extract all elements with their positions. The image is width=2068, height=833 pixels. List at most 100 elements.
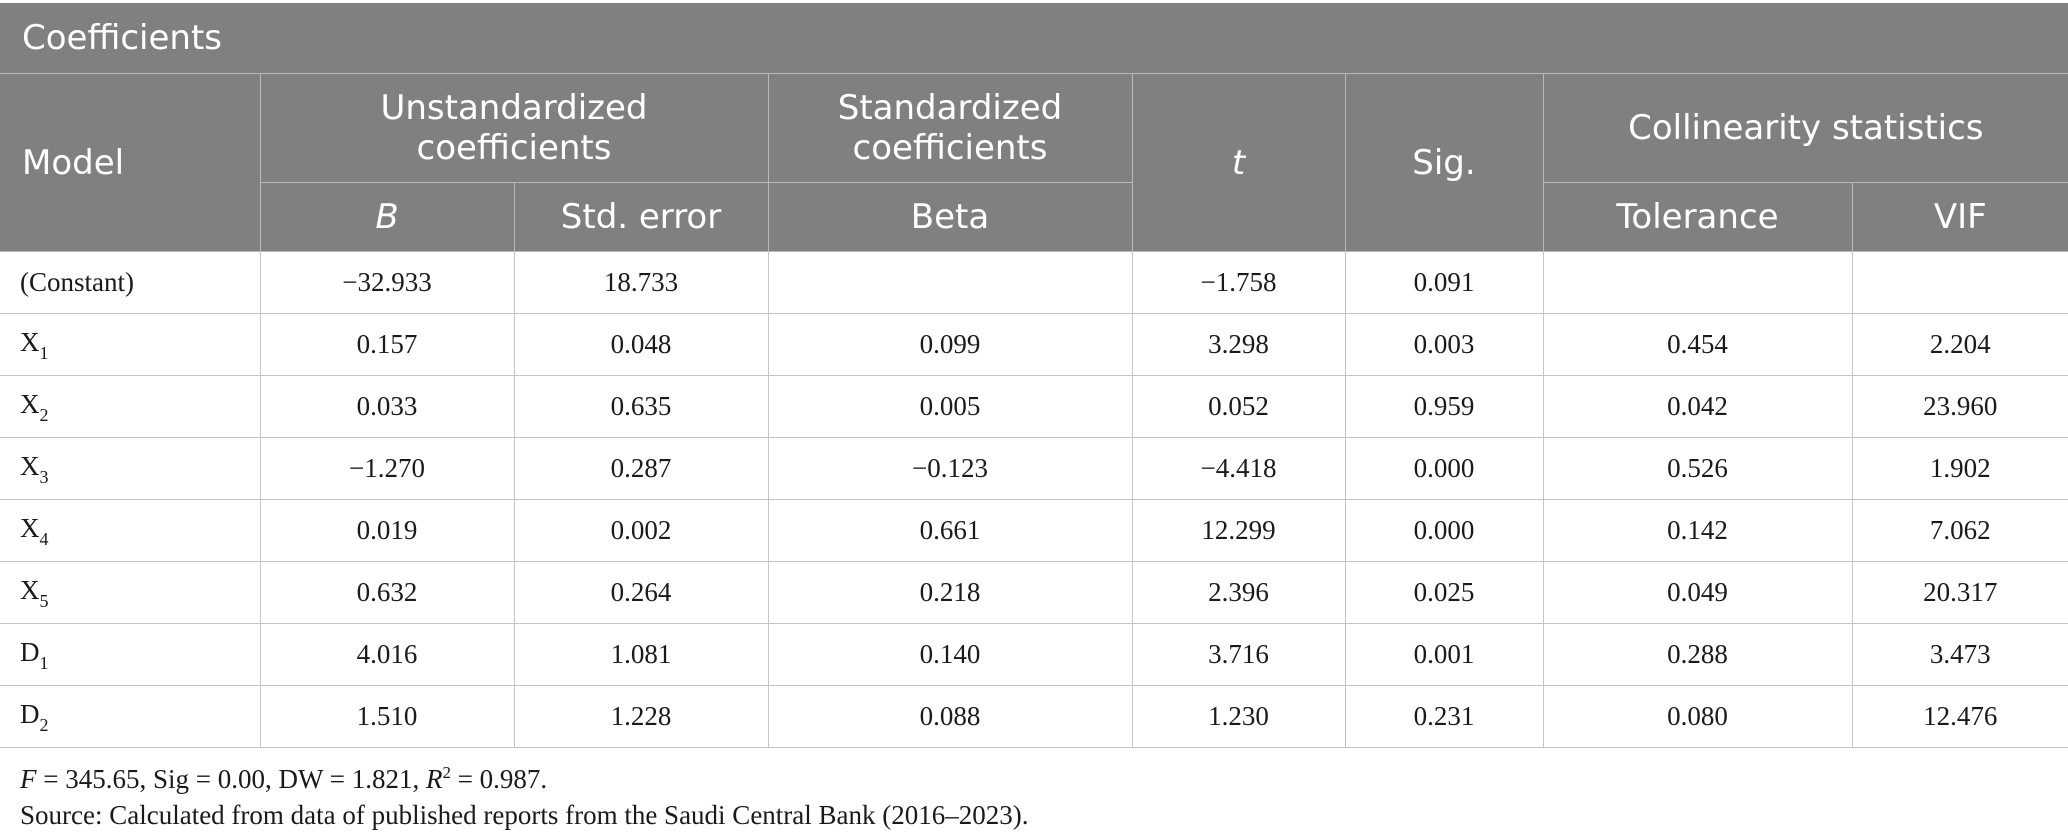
vif-cell: 1.902 xyxy=(1851,437,2068,500)
table-row: X2 0.033 0.635 0.005 0.052 0.959 0.042 23.960 xyxy=(0,375,2068,438)
r-power: 2 xyxy=(442,763,451,782)
tolerance-cell: 0.454 xyxy=(1542,313,1852,376)
b-cell: 1.510 xyxy=(259,685,514,748)
std-error-cell: 0.287 xyxy=(513,437,768,500)
b-cell: 0.019 xyxy=(259,499,514,562)
row-label-subscript: 1 xyxy=(39,653,49,674)
t-cell: 1.230 xyxy=(1131,685,1345,748)
table-row: D2 1.510 1.228 0.088 1.230 0.231 0.080 12.476 xyxy=(0,685,2068,748)
row-label-text: X xyxy=(20,388,40,419)
stats-note: F = 345.65, Sig = 0.00, DW = 1.821, R2 =… xyxy=(20,755,1029,797)
t-cell: 0.052 xyxy=(1131,375,1345,438)
beta-cell: 0.140 xyxy=(767,623,1132,686)
sig-cell: 0.025 xyxy=(1344,561,1543,624)
sig-cell: 0.091 xyxy=(1344,251,1543,314)
r-part: = 0.987. xyxy=(450,764,548,794)
t-cell: 12.299 xyxy=(1131,499,1345,562)
vif-cell: 7.062 xyxy=(1851,499,2068,562)
sig-cell: 0.000 xyxy=(1344,437,1543,500)
header-t: t xyxy=(1131,73,1345,252)
table-row: X1 0.157 0.048 0.099 3.298 0.003 0.454 2.204 xyxy=(0,313,2068,376)
row-label-text: X xyxy=(20,574,40,605)
row-label-text: X xyxy=(20,450,40,481)
table-notes: F = 345.65, Sig = 0.00, DW = 1.821, R2 =… xyxy=(20,755,1029,833)
sig-cell: 0.001 xyxy=(1344,623,1543,686)
header-b: B xyxy=(259,182,514,252)
row-label-subscript: 2 xyxy=(39,405,49,426)
std-error-cell: 1.081 xyxy=(513,623,768,686)
header-unstandardized: Unstandardized coefficients xyxy=(259,73,768,183)
row-label: X5 xyxy=(0,561,260,624)
b-cell: −32.933 xyxy=(259,251,514,314)
vif-cell: 23.960 xyxy=(1851,375,2068,438)
row-label: X1 xyxy=(0,313,260,376)
vif-cell: 3.473 xyxy=(1851,623,2068,686)
row-label: X4 xyxy=(0,499,260,562)
row-label-text: D xyxy=(20,698,40,729)
table-row: (Constant) −32.933 18.733 −1.758 0.091 xyxy=(0,251,2068,314)
row-label: D1 xyxy=(0,623,260,686)
beta-cell: 0.218 xyxy=(767,561,1132,624)
vif-cell: 12.476 xyxy=(1851,685,2068,748)
std-error-cell: 18.733 xyxy=(513,251,768,314)
sig-cell: 0.000 xyxy=(1344,499,1543,562)
vif-cell: 20.317 xyxy=(1851,561,2068,624)
row-label: X3 xyxy=(0,437,260,500)
header-standardized: Standardized coefficients xyxy=(767,73,1132,183)
row-label-subscript: 5 xyxy=(39,591,49,612)
beta-cell: 0.088 xyxy=(767,685,1132,748)
t-cell: 2.396 xyxy=(1131,561,1345,624)
t-cell: 3.298 xyxy=(1131,313,1345,376)
tolerance-cell: 0.049 xyxy=(1542,561,1852,624)
std-error-cell: 0.264 xyxy=(513,561,768,624)
beta-cell: 0.005 xyxy=(767,375,1132,438)
t-cell: 3.716 xyxy=(1131,623,1345,686)
tolerance-cell: 0.042 xyxy=(1542,375,1852,438)
sig-cell: 0.231 xyxy=(1344,685,1543,748)
beta-cell: 0.661 xyxy=(767,499,1132,562)
b-cell: 0.033 xyxy=(259,375,514,438)
header-vif: VIF xyxy=(1851,182,2068,252)
std-error-cell: 0.002 xyxy=(513,499,768,562)
row-label-text: X xyxy=(20,326,40,357)
t-cell: −1.758 xyxy=(1131,251,1345,314)
row-label: D2 xyxy=(0,685,260,748)
b-cell: 4.016 xyxy=(259,623,514,686)
row-label-subscript: 3 xyxy=(39,467,49,488)
tolerance-cell xyxy=(1542,251,1852,314)
f-part: = 345.65, Sig = 0.00, DW = 1.821, xyxy=(36,764,426,794)
row-label-subscript: 1 xyxy=(39,343,49,364)
row-label: (Constant) xyxy=(0,251,260,314)
coefficients-table-container: Coefficients Model Unstandardized coeffi… xyxy=(0,3,2068,748)
table-row: X3 −1.270 0.287 −0.123 −4.418 0.000 0.526 1.902 xyxy=(0,437,2068,500)
header-tolerance: Tolerance xyxy=(1542,182,1852,252)
b-cell: −1.270 xyxy=(259,437,514,500)
header-collinearity: Collinearity statistics xyxy=(1542,73,2068,183)
beta-cell: −0.123 xyxy=(767,437,1132,500)
t-cell: −4.418 xyxy=(1131,437,1345,500)
sig-cell: 0.959 xyxy=(1344,375,1543,438)
tolerance-cell: 0.288 xyxy=(1542,623,1852,686)
table-title: Coefficients xyxy=(0,3,2068,74)
row-label: X2 xyxy=(0,375,260,438)
vif-cell xyxy=(1851,251,2068,314)
row-label-text: D xyxy=(20,636,40,667)
header-sig: Sig. xyxy=(1344,73,1543,252)
header-model: Model xyxy=(0,73,260,252)
coefficients-table: Coefficients Model Unstandardized coeffi… xyxy=(0,3,2068,748)
table-row: X4 0.019 0.002 0.661 12.299 0.000 0.142 7.062 xyxy=(0,499,2068,562)
table-body: (Constant) −32.933 18.733 −1.758 0.091 X1 0.15… xyxy=(0,251,2068,748)
vif-cell: 2.204 xyxy=(1851,313,2068,376)
header-std-error: Std. error xyxy=(513,182,768,252)
b-cell: 0.157 xyxy=(259,313,514,376)
beta-cell: 0.099 xyxy=(767,313,1132,376)
std-error-cell: 0.635 xyxy=(513,375,768,438)
sig-cell: 0.003 xyxy=(1344,313,1543,376)
f-symbol: F xyxy=(20,764,37,794)
row-label-text: (Constant) xyxy=(20,267,134,297)
r-symbol: R xyxy=(425,764,443,794)
tolerance-cell: 0.080 xyxy=(1542,685,1852,748)
std-error-cell: 1.228 xyxy=(513,685,768,748)
tolerance-cell: 0.142 xyxy=(1542,499,1852,562)
table-row: D1 4.016 1.081 0.140 3.716 0.001 0.288 3.473 xyxy=(0,623,2068,686)
